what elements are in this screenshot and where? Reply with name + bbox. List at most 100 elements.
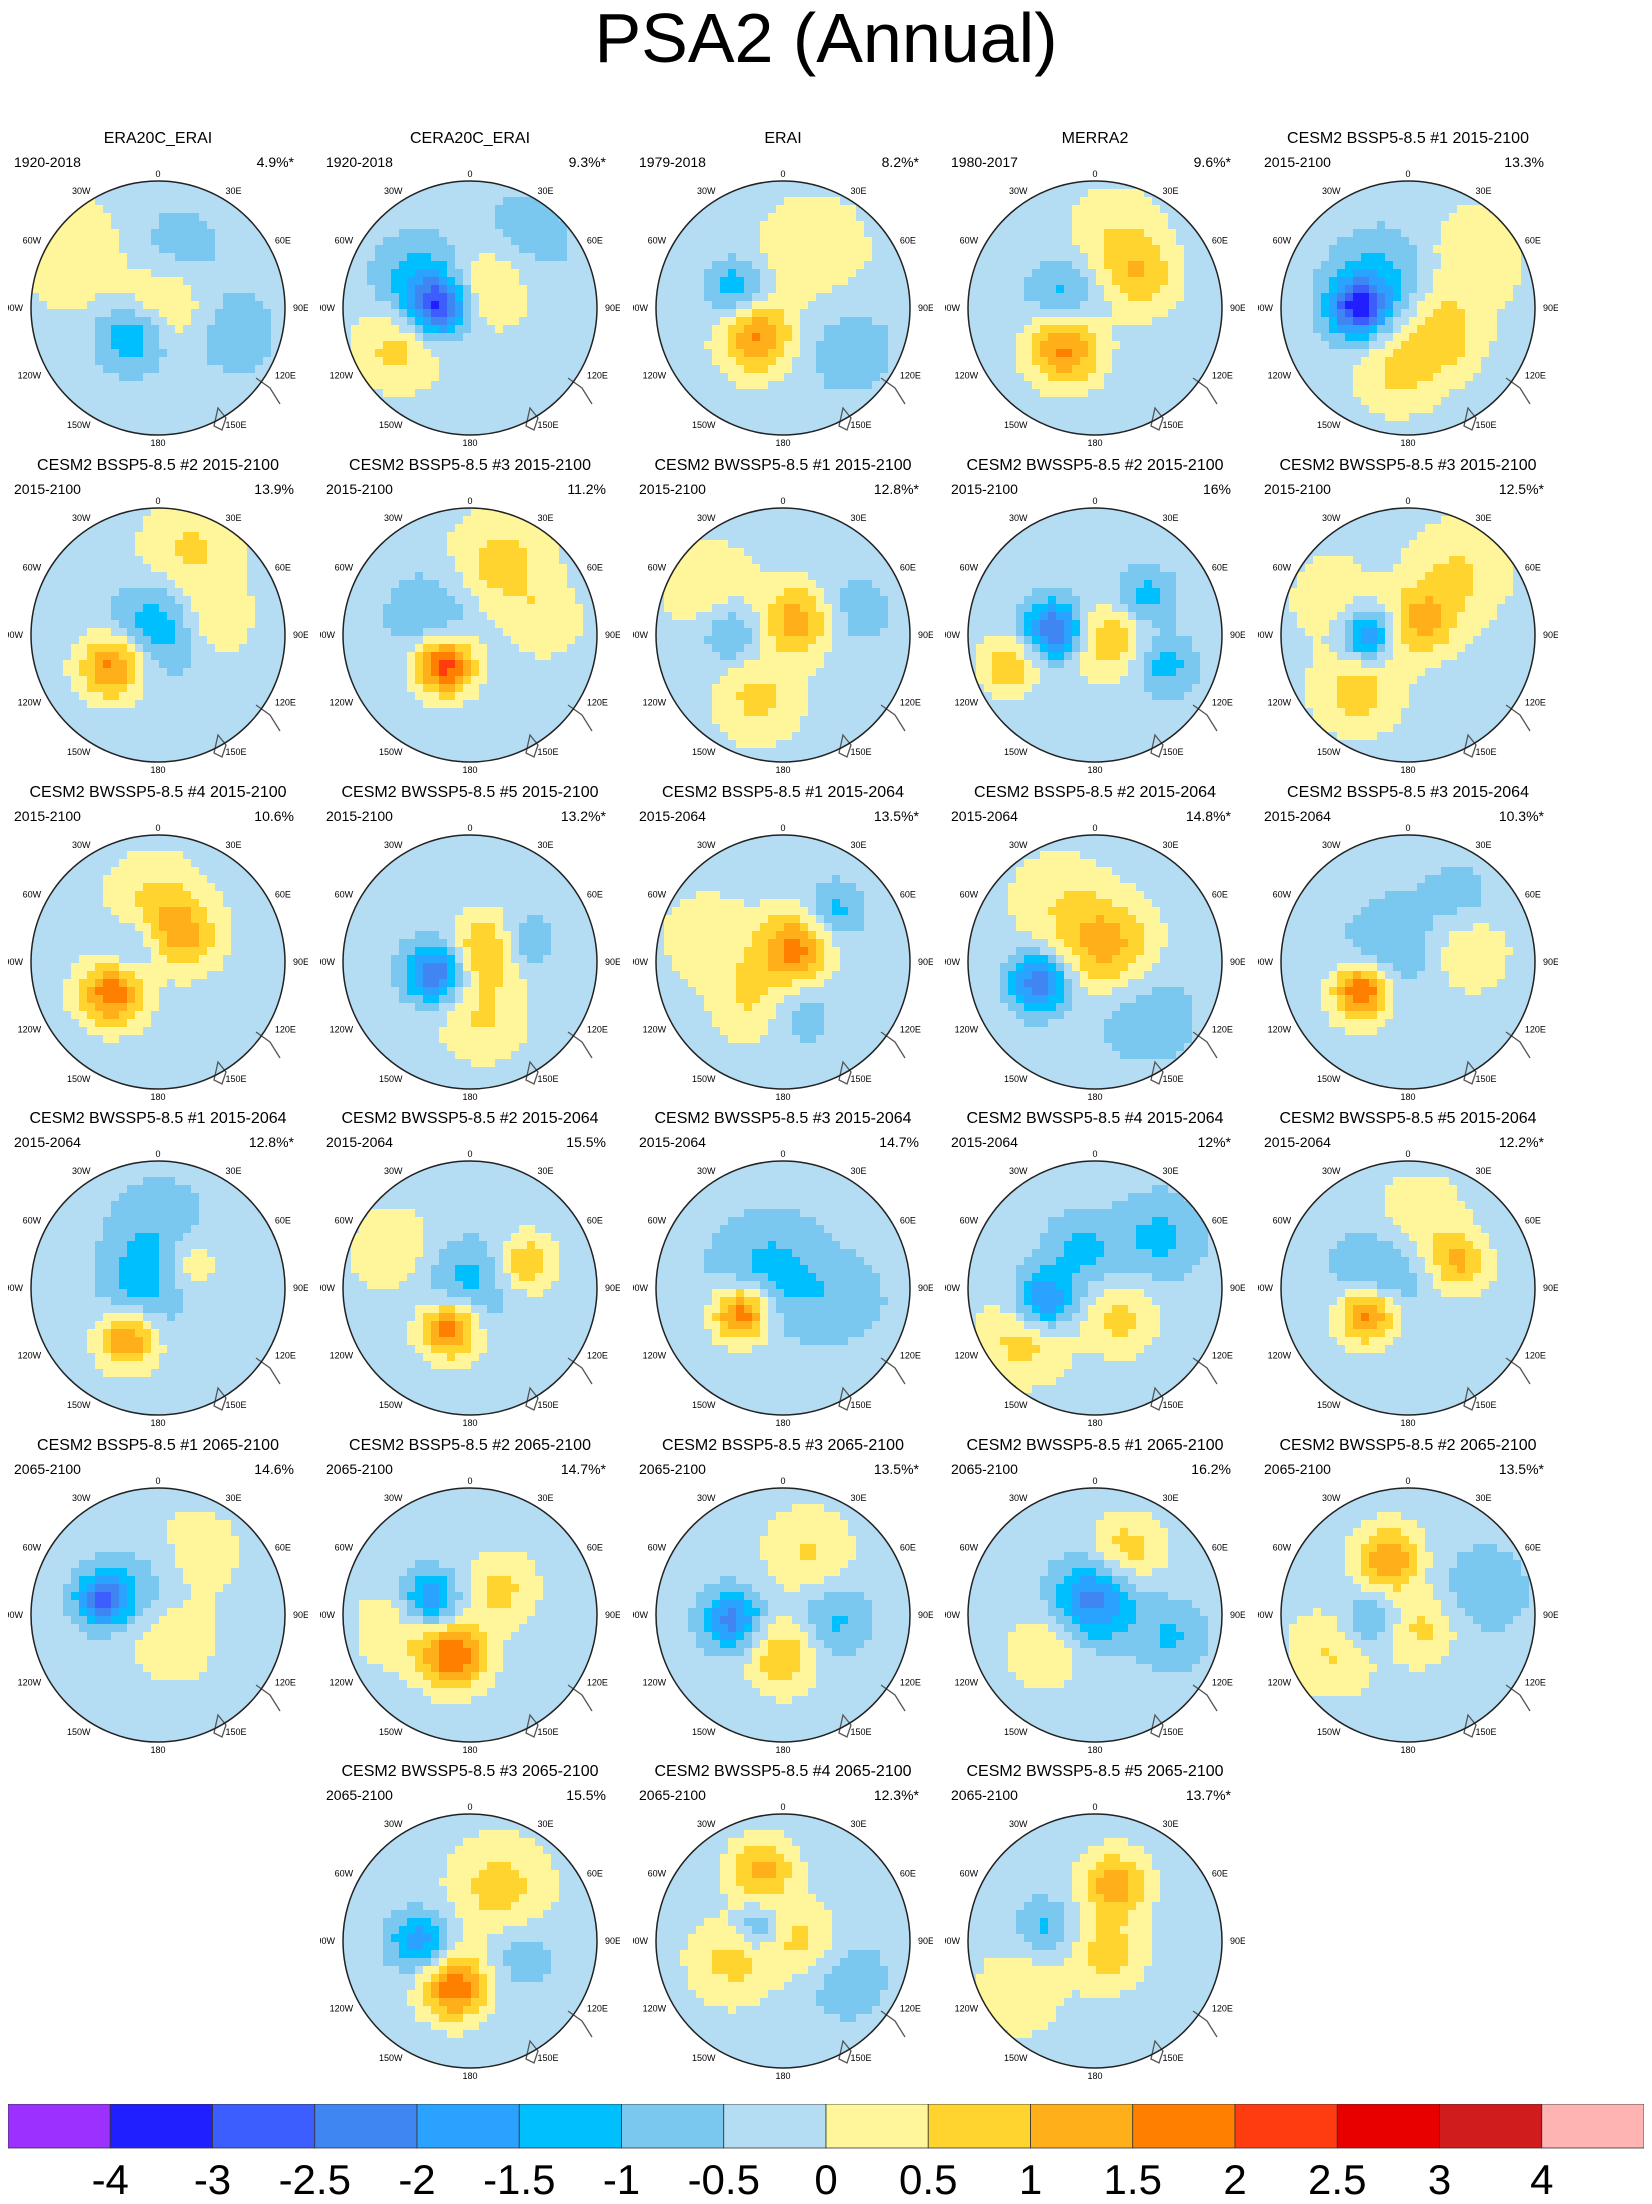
longitude-label: 30E: [226, 186, 242, 196]
longitude-label: 90W: [945, 957, 960, 967]
longitude-label: 60W: [1273, 563, 1292, 573]
longitude-label: 60W: [960, 1543, 979, 1553]
longitude-label: 120E: [275, 1025, 296, 1035]
longitude-label: 30W: [1009, 1166, 1028, 1176]
coastlines: [1431, 652, 1531, 758]
longitude-label: 120E: [1212, 698, 1233, 708]
panel-period: 2015-2100: [1264, 154, 1331, 170]
polar-map: 0 180 30W 30E 60W 60E 90W 90E 120W 120E 150W 150E: [8, 1476, 308, 1755]
longitude-label: 90E: [918, 1283, 933, 1293]
longitude-label: 150E: [226, 1074, 247, 1084]
longitude-label: 60E: [587, 563, 603, 573]
map-panel: CESM2 BSSP5-8.5 #1 2015-2064 2015-2064 13.…: [633, 784, 933, 1104]
longitude-label: 90E: [605, 303, 620, 313]
panel-title: CESM2 BWSSP5-8.5 #2 2065-2100: [1258, 1437, 1558, 1455]
longitude-label: 60W: [648, 563, 667, 573]
map-panel: ERAI 1979-2018 8.2%* 0 180 30W 30E 60W 60E 90W 90E…: [633, 130, 933, 450]
longitude-label: 90W: [633, 1283, 648, 1293]
longitude-label: 150W: [379, 1727, 403, 1737]
panel-period: 2015-2064: [1264, 1134, 1331, 1150]
panel-title: CESM2 BSSP5-8.5 #3 2015-2064: [1258, 784, 1558, 802]
longitude-label: 120W: [18, 371, 42, 381]
longitude-label: 60W: [960, 563, 979, 573]
panel-period: 1980-2017: [951, 154, 1018, 170]
longitude-label: 60W: [23, 1543, 42, 1553]
longitude-label: 150W: [1317, 420, 1341, 430]
longitude-label: 150E: [1163, 1400, 1184, 1410]
map-panel: CESM2 BSSP5-8.5 #1 2065-2100 2065-2100 14.…: [8, 1437, 308, 1757]
longitude-label: 90W: [633, 1610, 648, 1620]
polar-map: 0 180 30W 30E 60W 60E 90W 90E 120W 120E 150W 150E: [945, 823, 1245, 1102]
longitude-label: 150W: [379, 1074, 403, 1084]
longitude-label: 120W: [955, 1025, 979, 1035]
longitude-label: 180: [775, 1418, 790, 1428]
longitude-label: 90W: [1258, 957, 1273, 967]
longitude-label: 120E: [587, 1351, 608, 1361]
longitude-label: 90W: [320, 630, 335, 640]
longitude-label: 0: [467, 1802, 472, 1812]
colorbar-tick-label: 0.5: [899, 2156, 957, 2200]
longitude-label: 90W: [633, 957, 648, 967]
longitude-label: 150E: [851, 1727, 872, 1737]
longitude-label: 90E: [918, 1610, 933, 1620]
polar-map: 0 180 30W 30E 60W 60E 90W 90E 120W 120E 150W 150E: [633, 1149, 933, 1428]
longitude-label: 180: [1087, 765, 1102, 775]
longitude-label: 0: [467, 496, 472, 506]
colorbar-box: [723, 2104, 827, 2149]
longitude-label: 60E: [275, 890, 291, 900]
polar-map: 0 180 30W 30E 60W 60E 90W 90E 120W 120E 150W 150E: [945, 1476, 1245, 1755]
longitude-label: 150E: [1476, 1727, 1497, 1737]
longitude-label: 90W: [1258, 1610, 1273, 1620]
panel-variance: 12.8%*: [249, 1134, 294, 1150]
polar-map: 0 180 30W 30E 60W 60E 90W 90E 120W 120E 150W 150E: [1258, 1476, 1558, 1755]
longitude-label: 30E: [851, 1493, 867, 1503]
longitude-label: 150W: [1004, 2053, 1028, 2063]
polar-map: 0 180 30W 30E 60W 60E 90W 90E 120W 120E 150W 150E: [945, 1802, 1245, 2081]
longitude-label: 60E: [1212, 1543, 1228, 1553]
longitude-label: 30W: [697, 840, 716, 850]
longitude-label: 150E: [851, 747, 872, 757]
coastlines: [1118, 979, 1218, 1085]
longitude-label: 90W: [945, 1610, 960, 1620]
longitude-label: 60W: [335, 1216, 354, 1226]
map-panel: CESM2 BSSP5-8.5 #2 2015-2064 2015-2064 14.…: [945, 784, 1245, 1104]
longitude-label: 30E: [538, 1819, 554, 1829]
polar-map: 0 180 30W 30E 60W 60E 90W 90E 120W 120E 150W 150E: [320, 1476, 620, 1755]
longitude-label: 150E: [538, 1400, 559, 1410]
colorbar-box: [1336, 2104, 1440, 2149]
longitude-label: 60E: [900, 563, 916, 573]
panel-variance: 14.8%*: [1186, 808, 1231, 824]
panel-variance: 12.2%*: [1499, 1134, 1544, 1150]
longitude-label: 60E: [587, 1869, 603, 1879]
longitude-label: 30W: [1322, 513, 1341, 523]
longitude-label: 150W: [379, 420, 403, 430]
longitude-label: 30E: [851, 1819, 867, 1829]
colorbar-box: [1541, 2104, 1644, 2149]
panel-title: CESM2 BWSSP5-8.5 #5 2015-2100: [320, 784, 620, 802]
colorbar-tick-label: 1.5: [1104, 2156, 1162, 2200]
map-frame: [655, 1160, 911, 1416]
longitude-label: 120W: [18, 1678, 42, 1688]
map-panel: CESM2 BWSSP5-8.5 #3 2015-2100 2015-2100 12…: [1258, 457, 1558, 777]
polar-map: 0 180 30W 30E 60W 60E 90W 90E 120W 120E 150W 150E: [633, 823, 933, 1102]
panel-period: 2015-2100: [326, 481, 393, 497]
longitude-label: 60E: [1212, 1216, 1228, 1226]
anomaly-field: [31, 181, 285, 435]
longitude-label: 60W: [648, 1869, 667, 1879]
coastlines: [806, 1958, 906, 2064]
colorbar-tick-label: -2.5: [279, 2156, 351, 2200]
panel-title: CESM2 BWSSP5-8.5 #4 2015-2100: [8, 784, 308, 802]
longitude-label: 60E: [900, 890, 916, 900]
map-panel: ERA20C_ERAI 1920-2018 4.9%* 0 180 30W 30E 60W 60…: [8, 130, 308, 450]
longitude-label: 60E: [1212, 1869, 1228, 1879]
longitude-label: 30E: [538, 513, 554, 523]
map-panel: CESM2 BWSSP5-8.5 #2 2065-2100 2065-2100 13…: [1258, 1437, 1558, 1757]
longitude-label: 60W: [23, 563, 42, 573]
longitude-label: 30W: [384, 1493, 403, 1503]
longitude-label: 150E: [851, 1400, 872, 1410]
longitude-label: 120E: [587, 1025, 608, 1035]
map-frame: [30, 1487, 286, 1743]
longitude-label: 60W: [1273, 236, 1292, 246]
longitude-label: 30E: [1476, 1166, 1492, 1176]
longitude-label: 90E: [1543, 1610, 1558, 1620]
